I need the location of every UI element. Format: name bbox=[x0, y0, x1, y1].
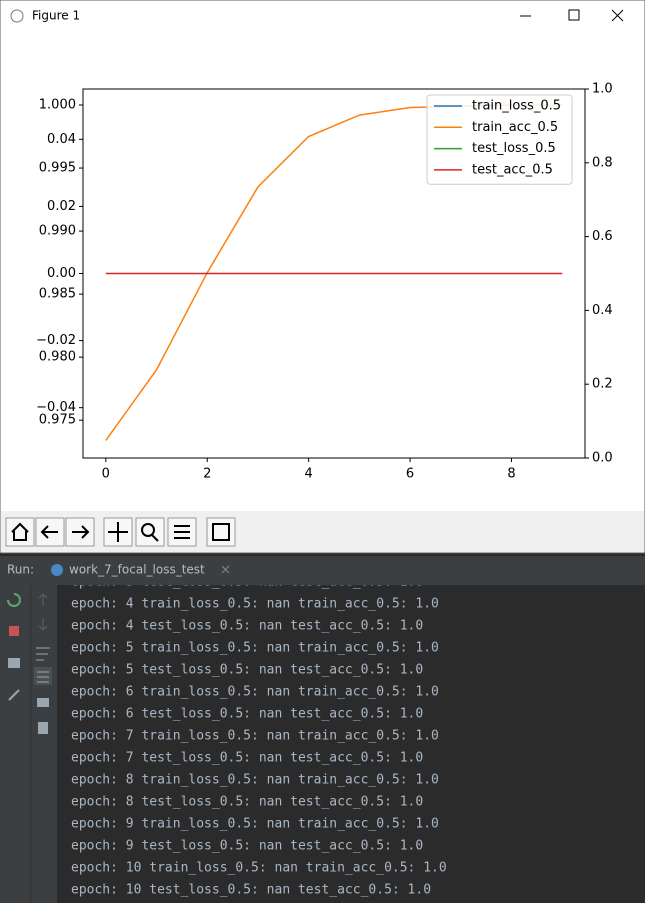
console-line: epoch: 8 test_loss_0.5: nan test_acc_0.5… bbox=[71, 795, 423, 810]
zoom-button[interactable] bbox=[135, 517, 165, 547]
y-tick-label: 0.975 bbox=[39, 413, 76, 428]
y3-tick-label: 0.00 bbox=[47, 266, 76, 281]
y-tick-label: 0.985 bbox=[39, 287, 76, 302]
console-line: epoch: 6 train_loss_0.5: nan train_acc_0… bbox=[71, 685, 439, 700]
window bbox=[0, 0, 645, 554]
y2-tick-label: 1.0 bbox=[592, 82, 613, 97]
run-tab[interactable]: work_7_focal_loss_test bbox=[69, 563, 205, 577]
console-line: epoch: 4 train_loss_0.5: nan train_acc_0… bbox=[71, 597, 439, 612]
console-line: epoch: 10 test_loss_0.5: nan test_acc_0.… bbox=[71, 883, 431, 898]
y-tick-label: 0.995 bbox=[39, 161, 76, 176]
window-title: Figure 1 bbox=[32, 9, 80, 23]
x-tick-label: 6 bbox=[406, 467, 414, 482]
y2-tick-label: 0.8 bbox=[592, 155, 613, 170]
console-line: epoch: 3 test_loss_0.5: nan test_acc_0.5… bbox=[71, 575, 423, 590]
close[interactable] bbox=[611, 9, 624, 22]
y3-tick-label: 0.02 bbox=[47, 199, 76, 214]
x-tick-label: 0 bbox=[102, 467, 110, 482]
save-button[interactable] bbox=[206, 517, 236, 547]
y2-tick-label: 0.4 bbox=[592, 303, 613, 318]
python-icon bbox=[51, 564, 63, 576]
run-label: Run: bbox=[7, 563, 34, 577]
console: epoch: 3 test_loss_0.5: nan test_acc_0.5… bbox=[71, 575, 447, 898]
maximize[interactable] bbox=[568, 9, 580, 21]
y-tick-label: 0.990 bbox=[39, 224, 76, 239]
legend-label: train_loss_0.5 bbox=[472, 99, 561, 114]
gutter-icons bbox=[7, 593, 52, 734]
console-line: epoch: 8 train_loss_0.5: nan train_acc_0… bbox=[71, 773, 439, 788]
legend-label: test_acc_0.5 bbox=[472, 162, 553, 177]
legend bbox=[426, 94, 573, 185]
toolbar bbox=[1, 511, 644, 552]
console-line: epoch: 9 test_loss_0.5: nan test_acc_0.5… bbox=[71, 839, 423, 854]
run-header bbox=[0, 556, 645, 585]
x-tick-label: 4 bbox=[305, 467, 313, 482]
y2-tick-label: 0.6 bbox=[592, 229, 613, 244]
y3-tick-label: −0.02 bbox=[36, 333, 76, 348]
y3-tick-label: 0.04 bbox=[47, 132, 76, 147]
console-line: epoch: 5 test_loss_0.5: nan test_acc_0.5… bbox=[71, 663, 423, 678]
y2-tick-label: 0.2 bbox=[592, 377, 613, 392]
y-tick-label: 0.980 bbox=[39, 350, 76, 365]
x-tick-label: 2 bbox=[203, 467, 211, 482]
console-line: epoch: 7 test_loss_0.5: nan test_acc_0.5… bbox=[71, 751, 423, 766]
legend-label: test_loss_0.5 bbox=[472, 141, 556, 156]
tab-close[interactable] bbox=[221, 565, 230, 574]
y3-tick-label: −0.04 bbox=[36, 400, 76, 415]
gutter bbox=[0, 585, 57, 903]
y2-tick-label: 0.0 bbox=[592, 451, 613, 466]
app-icon bbox=[10, 9, 24, 23]
console-line: epoch: 5 train_loss_0.5: nan train_acc_0… bbox=[71, 641, 439, 656]
console-line: epoch: 9 train_loss_0.5: nan train_acc_0… bbox=[71, 817, 439, 832]
console-line: epoch: 6 test_loss_0.5: nan test_acc_0.5… bbox=[71, 707, 423, 722]
console-line: epoch: 7 train_loss_0.5: nan train_acc_0… bbox=[71, 729, 439, 744]
home-button[interactable] bbox=[5, 517, 35, 547]
console-line: epoch: 10 train_loss_0.5: nan train_acc_… bbox=[71, 861, 447, 876]
x-tick-label: 8 bbox=[507, 467, 515, 482]
toolbar-icons bbox=[11, 522, 230, 542]
console-line: epoch: 4 test_loss_0.5: nan test_acc_0.5… bbox=[71, 619, 423, 634]
y-tick-label: 1.000 bbox=[39, 98, 76, 113]
legend-label: train_acc_0.5 bbox=[472, 120, 558, 135]
